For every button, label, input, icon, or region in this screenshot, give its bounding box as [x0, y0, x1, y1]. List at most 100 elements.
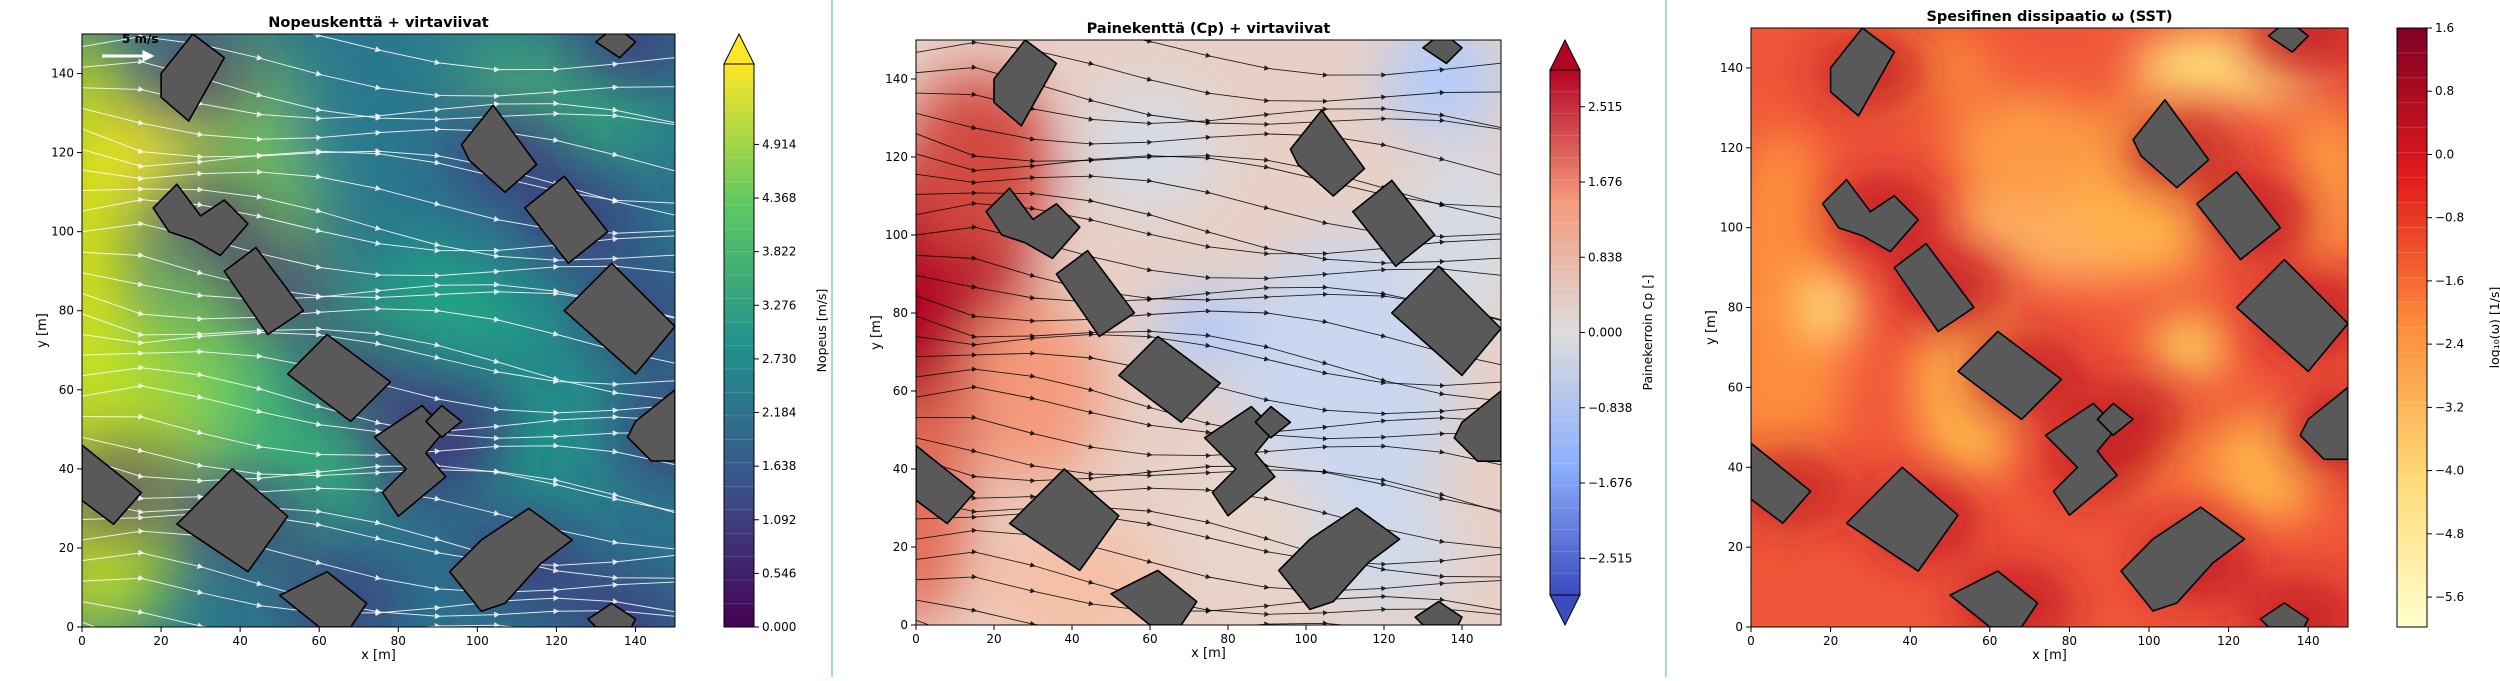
field-blob	[2288, 107, 2348, 268]
y-tick-label: 0	[900, 618, 908, 632]
y-tick-label: 80	[893, 306, 908, 320]
building-13	[1391, 265, 1501, 377]
y-tick-label: 60	[893, 384, 908, 398]
x-tick-label: 120	[1373, 632, 1396, 646]
building-8	[916, 444, 976, 525]
y-tick-label: 40	[1728, 460, 1743, 474]
colorbar-tick-label: 0.838	[1588, 250, 1622, 264]
colorbar-tick-label: 0.546	[762, 566, 796, 580]
building-4	[286, 333, 392, 423]
colorbar-tick-label: 2.515	[1588, 100, 1622, 114]
y-tick-label: 80	[1728, 301, 1743, 315]
colorbar-tick-label: −3.2	[2435, 400, 2464, 414]
y-tick-label: 60	[59, 383, 74, 397]
colorbar-tick-label: 1.638	[762, 459, 796, 473]
x-tick-label: 60	[1142, 632, 1157, 646]
streamline	[82, 107, 675, 172]
colorbar-tick-label: −5.6	[2435, 590, 2464, 604]
y-tick-label: 120	[51, 146, 74, 160]
field-layer	[1751, 28, 2348, 627]
x-tick-label: 40	[1903, 634, 1918, 648]
streamline	[916, 112, 1501, 176]
streamline	[916, 599, 1446, 625]
x-axis-label: x [m]	[1191, 646, 1226, 661]
plot-frame	[915, 39, 1502, 626]
building-4	[1118, 335, 1221, 424]
y-axis-label: y [m]	[1704, 310, 1719, 345]
building-10	[1277, 507, 1401, 611]
chart-panel-2: Painekenttä (Cp) + virtaviivat x [m] y [m]…	[869, 21, 1655, 661]
building-2	[152, 183, 249, 257]
building-5	[1203, 405, 1276, 517]
building-11	[460, 104, 538, 193]
building-1	[1829, 28, 1896, 117]
chart-title: Spesifinen dissipaatio ω (SST)	[1926, 9, 2172, 25]
building-6	[2096, 402, 2134, 437]
colorbar-label: Painekerroin Cp [-]	[1640, 275, 1655, 391]
colorbar-label: log₁₀(ω) [1/s]	[2487, 287, 2500, 369]
building-8	[1751, 442, 1812, 525]
y-tick-label: 0	[66, 620, 74, 634]
chart-title: Nopeuskenttä + virtaviivat	[268, 15, 488, 31]
y-tick-label: 40	[893, 462, 908, 476]
building-16	[2267, 28, 2309, 53]
x-tick-label: 140	[624, 634, 647, 648]
building-15	[2259, 602, 2309, 627]
y-tick-label: 120	[1720, 141, 1743, 155]
building-12	[523, 175, 609, 265]
colorbar-tick-label: −0.838	[1588, 401, 1632, 415]
x-tick-label: 80	[391, 634, 406, 648]
streamlines	[916, 40, 1501, 625]
colorbar-tick-label: 0.8	[2435, 84, 2454, 98]
buildings	[916, 40, 1501, 625]
colorbar-tick-label: 2.730	[762, 352, 796, 366]
x-tick-label: 0	[912, 632, 920, 646]
building-11	[2132, 99, 2210, 189]
colorbar-tick-label: −2.515	[1588, 551, 1632, 565]
colorbar-tick-label: 3.276	[762, 298, 796, 312]
building-14	[626, 388, 675, 462]
building-7	[1008, 468, 1120, 572]
field-blob	[1751, 127, 1847, 528]
x-tick-label: 60	[312, 634, 327, 648]
field-blob	[1079, 86, 1221, 212]
building-12	[2196, 171, 2282, 261]
x-tick-label: 40	[232, 634, 247, 648]
x-tick-label: 40	[1064, 632, 1079, 646]
y-tick-label: 140	[885, 72, 908, 86]
building-6	[1254, 405, 1292, 439]
x-tick-label: 100	[1295, 632, 1318, 646]
field-blob	[962, 297, 1104, 485]
colorbar: −5.6 −4.8 −4.0 −3.2 −2.4 −1.6 −0.8 0.0 0.8 1.6 log…	[2396, 21, 2500, 628]
colorbar-extend-max	[1549, 38, 1581, 71]
x-axis-label: x [m]	[361, 648, 396, 663]
colorbar-tick-label: 1.092	[762, 513, 796, 527]
field-blob	[1798, 275, 1863, 340]
building-2	[1821, 178, 1919, 253]
chart-title: Painekenttä (Cp) + virtaviivat	[1087, 21, 1331, 37]
y-tick-label: 0	[1735, 620, 1743, 634]
building-9	[1949, 570, 2039, 627]
x-tick-label: 80	[1220, 632, 1235, 646]
building-13	[2235, 258, 2348, 373]
building-2	[985, 187, 1081, 260]
building-3	[223, 246, 305, 336]
y-tick-label: 140	[1720, 61, 1743, 75]
buildings	[82, 34, 675, 627]
y-tick-label: 100	[51, 225, 74, 239]
colorbar-tick-label: 1.6	[2435, 21, 2454, 35]
colorbar-bar	[1549, 69, 1581, 596]
building-14	[2299, 386, 2348, 461]
y-axis-label: y [m]	[869, 315, 884, 350]
x-tick-label: 120	[2217, 634, 2240, 648]
building-3	[1055, 249, 1136, 338]
x-tick-label: 100	[2138, 634, 2161, 648]
y-tick-label: 20	[1728, 540, 1743, 554]
x-tick-label: 20	[986, 632, 1001, 646]
y-tick-label: 20	[59, 541, 74, 555]
building-4	[1957, 330, 2063, 421]
building-1	[160, 34, 226, 122]
building-9	[278, 570, 368, 627]
